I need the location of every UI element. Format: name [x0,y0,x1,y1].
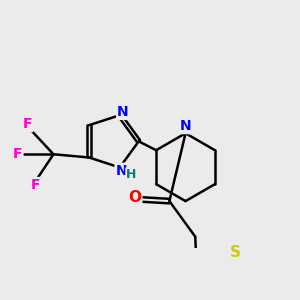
Text: N: N [117,105,129,119]
Text: H: H [126,168,136,181]
Text: O: O [128,190,141,206]
Text: F: F [23,117,32,131]
Text: S: S [230,245,241,260]
Text: F: F [31,178,40,192]
Text: N: N [116,164,127,178]
Text: F: F [13,147,22,161]
Text: N: N [180,119,191,133]
